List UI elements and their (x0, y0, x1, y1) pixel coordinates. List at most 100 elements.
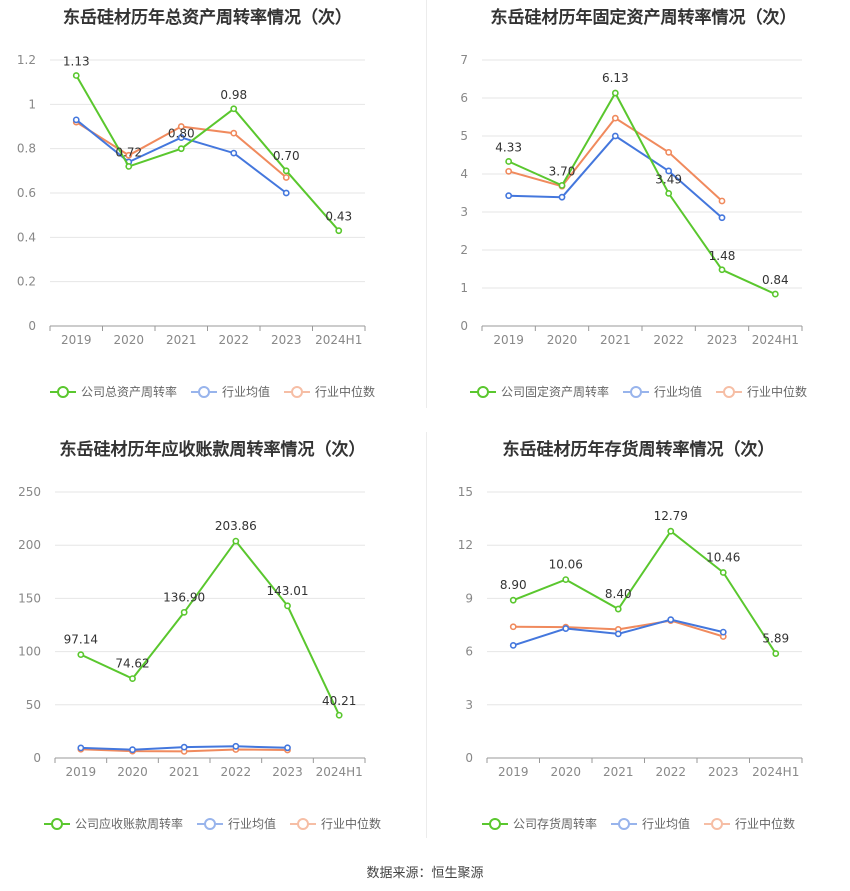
legend-label: 行业均值 (653, 385, 702, 399)
company-point (558, 181, 566, 189)
company-point (509, 596, 517, 604)
y-tick-label: 12 (458, 538, 473, 552)
company-line (75, 74, 340, 232)
legend-item[interactable]: 行业均值 (196, 815, 276, 832)
data-label: 1.48 (709, 249, 736, 263)
legend-label: 行业均值 (641, 817, 690, 831)
data-label: 0.98 (220, 88, 247, 102)
industry-average-point (232, 742, 240, 750)
legend-item[interactable]: 行业中位数 (290, 815, 381, 832)
chart-receivables-turnover: 0 50 100 150 200 250 2019 2020 2021 2022 2023 2024H… (18, 485, 366, 779)
legend-label: 行业中位数 (315, 385, 376, 399)
y-tick-label: 2 (460, 243, 468, 257)
legend-marker-icon (704, 817, 730, 831)
data-label: 143.01 (267, 584, 309, 598)
legend-item[interactable]: 公司总资产周转率 (49, 383, 177, 400)
legend-marker-icon (284, 385, 310, 399)
industry-average-point (284, 744, 291, 752)
legend-label: 行业中位数 (747, 385, 808, 399)
panel-inventory-turnover: 东岳硅材历年存货周转率情况（次） 0 3 6 9 12 15 2019 2020 2021 202… (427, 432, 850, 838)
legend: 公司存货周转率 行业均值 行业中位数 (427, 815, 850, 832)
legend-marker-icon (43, 817, 70, 831)
y-tick-label: 0.6 (17, 186, 36, 200)
industry-average-point (558, 193, 566, 201)
x-tick-label: 2022 (218, 333, 249, 347)
industry-median-point (125, 151, 133, 159)
y-tick-label: 150 (18, 591, 41, 605)
legend-marker-icon (196, 817, 223, 831)
company-point (335, 227, 343, 235)
x-tick-label: 2024H1 (315, 333, 362, 347)
data-label: 203.86 (215, 519, 257, 533)
legend-item[interactable]: 行业均值 (622, 383, 702, 400)
chart-inventory-turnover: 0 3 6 9 12 15 2019 2020 2021 2022 2023 2024H1 8.90 10… (458, 485, 803, 779)
legend-label: 公司存货周转率 (512, 817, 597, 831)
industry-average-point (719, 628, 727, 636)
company-point (505, 158, 513, 165)
chart-title: 东岳硅材历年存货周转率情况（次） (502, 440, 775, 460)
x-tick-label: 2022 (221, 765, 252, 779)
data-label: 5.89 (762, 632, 789, 646)
data-label: 97.14 (64, 633, 98, 647)
company-point (129, 675, 136, 683)
company-line (508, 91, 776, 296)
y-tick-label: 0.2 (17, 275, 36, 289)
x-tick-label: 2021 (600, 333, 631, 347)
legend-label: 行业均值 (221, 385, 270, 399)
industry-average-point (562, 625, 570, 632)
data-label: 8.90 (500, 578, 527, 592)
legend-item[interactable]: 行业均值 (190, 383, 270, 400)
legend-item[interactable]: 公司固定资产周转率 (469, 383, 609, 400)
company-point (177, 145, 185, 153)
company-point (284, 602, 291, 610)
x-tick-label: 2020 (547, 333, 578, 347)
industry-average-point (230, 149, 238, 157)
legend-item[interactable]: 公司存货周转率 (481, 815, 597, 832)
chart-fixed-asset-turnover: 0 1 2 3 4 5 6 7 2019 2020 2021 2022 2023 2024H1 4.33 3.… (460, 53, 803, 347)
legend-marker-icon (610, 817, 637, 831)
y-tick-label: 7 (460, 53, 468, 67)
industry-average-point (505, 192, 513, 200)
x-tick-label: 2021 (603, 765, 634, 779)
chart-total-asset-turnover: 0 0.2 0.4 0.6 0.8 1 1.2 2019 2020 2021 2022 2023 202… (17, 53, 366, 347)
legend: 公司固定资产周转率 行业均值 行业中位数 (427, 383, 850, 400)
legend-item[interactable]: 公司应收账款周转率 (43, 815, 183, 832)
y-tick-label: 5 (460, 129, 468, 143)
legend-marker-icon (469, 385, 496, 399)
legend-item[interactable]: 行业中位数 (704, 815, 795, 832)
legend-item[interactable]: 行业中位数 (716, 383, 807, 400)
legend-label: 公司固定资产周转率 (500, 385, 609, 399)
company-line (512, 529, 777, 655)
company-point (335, 711, 343, 719)
x-tick-label: 2020 (117, 765, 148, 779)
panel-total-asset-turnover: 东岳硅材历年总资产周转率情况（次） 0 0.2 0.4 0.6 0.8 1 1.2 2019 2… (0, 0, 425, 408)
industry-median-point (177, 123, 185, 130)
data-label: 10.06 (549, 558, 583, 572)
legend-item[interactable]: 行业均值 (610, 815, 690, 832)
data-label: 0.43 (325, 210, 352, 224)
x-tick-label: 2020 (550, 765, 581, 779)
y-tick-label: 6 (465, 645, 473, 659)
legend-item[interactable]: 行业中位数 (284, 383, 375, 400)
x-tick-label: 2024H1 (752, 765, 799, 779)
legend: 公司总资产周转率 行业均值 行业中位数 (0, 383, 425, 400)
legend-label: 行业中位数 (735, 817, 796, 831)
company-point (282, 167, 290, 175)
legend-label: 公司总资产周转率 (80, 385, 177, 399)
x-tick-label: 2023 (272, 765, 303, 779)
y-tick-label: 15 (458, 485, 473, 499)
company-point (718, 266, 726, 274)
data-label: 10.46 (706, 551, 740, 565)
data-label: 0.80 (168, 127, 195, 141)
company-point (230, 105, 238, 113)
y-tick-label: 4 (460, 167, 468, 181)
x-tick-label: 2023 (271, 333, 302, 347)
industry-median-point (509, 623, 517, 631)
industry-average-point (665, 167, 673, 175)
panel-divider (426, 0, 427, 408)
company-point (667, 527, 675, 535)
industry-average-point (282, 189, 290, 197)
y-tick-label: 0 (28, 319, 36, 333)
y-tick-label: 9 (465, 591, 473, 605)
company-point (665, 189, 673, 197)
